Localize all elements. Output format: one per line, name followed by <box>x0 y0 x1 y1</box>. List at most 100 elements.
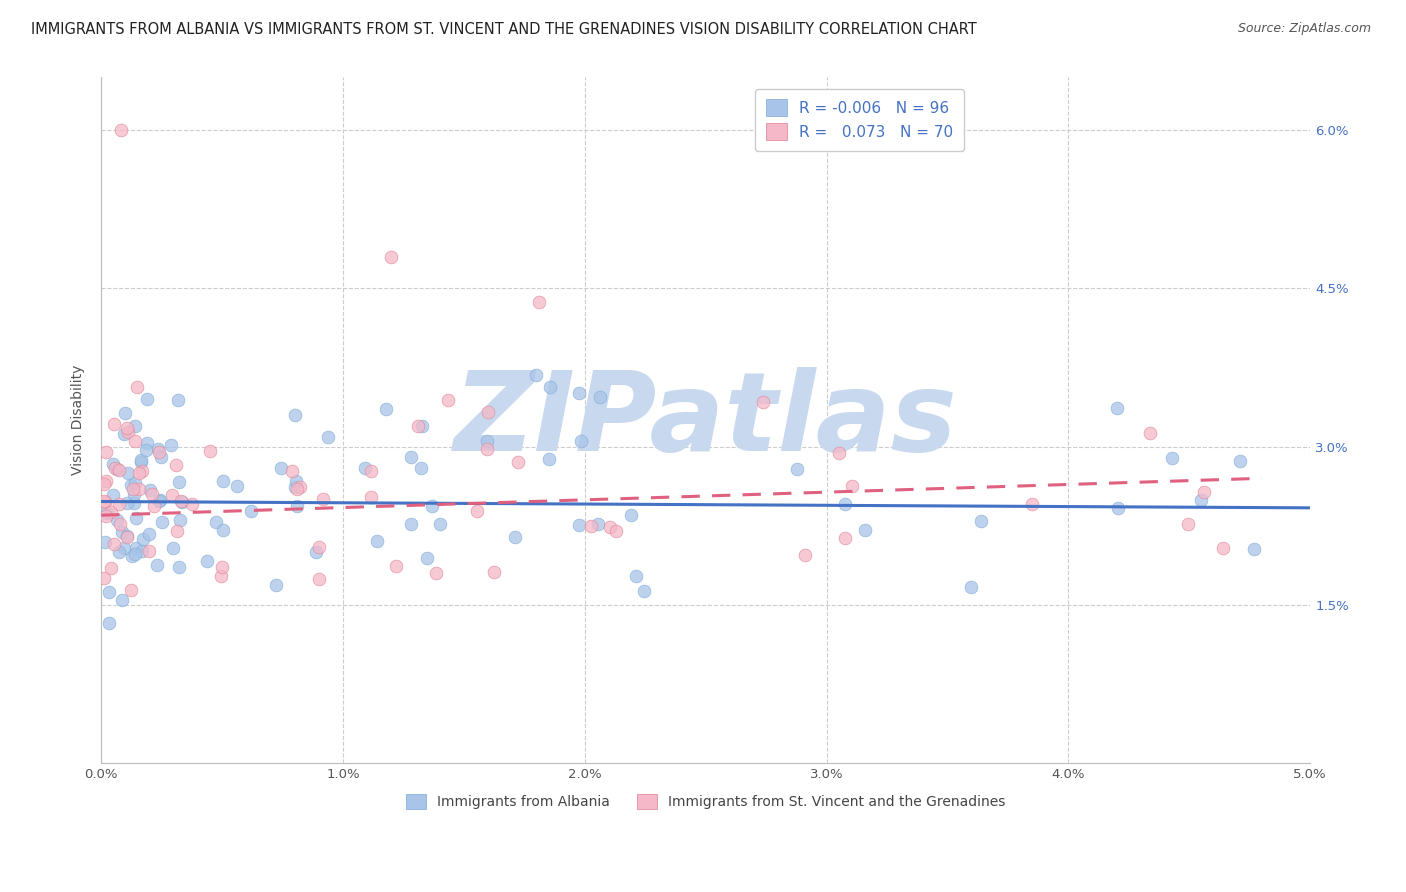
Point <box>117 421 139 435</box>
Point <box>180 497 202 511</box>
Point <box>1212 541 1234 555</box>
Point <box>960 581 983 595</box>
Point <box>420 500 443 514</box>
Point <box>853 523 876 537</box>
Point <box>124 547 146 561</box>
Point <box>384 558 406 573</box>
Point <box>132 533 155 547</box>
Point <box>105 462 128 476</box>
Point <box>142 500 165 514</box>
Point <box>1189 493 1212 508</box>
Point <box>786 462 808 476</box>
Point <box>538 451 561 466</box>
Point <box>828 446 851 460</box>
Point <box>1021 497 1043 511</box>
Point <box>477 405 499 419</box>
Point <box>1161 450 1184 465</box>
Point <box>568 385 591 400</box>
Point <box>211 524 233 538</box>
Point <box>304 545 326 559</box>
Point <box>406 419 429 434</box>
Point <box>1107 401 1129 416</box>
Point <box>110 123 132 137</box>
Point <box>148 445 170 459</box>
Point <box>569 434 592 449</box>
Text: IMMIGRANTS FROM ALBANIA VS IMMIGRANTS FROM ST. VINCENT AND THE GRENADINES VISION: IMMIGRANTS FROM ALBANIA VS IMMIGRANTS FR… <box>31 22 977 37</box>
Point <box>225 478 247 492</box>
Point <box>115 496 138 510</box>
Point <box>354 461 377 475</box>
Point <box>1177 517 1199 532</box>
Point <box>93 494 115 508</box>
Point <box>138 543 160 558</box>
Point <box>285 474 308 488</box>
Point <box>605 524 627 539</box>
Point <box>103 536 125 550</box>
Point <box>138 483 160 498</box>
Point <box>101 457 124 471</box>
Point <box>100 561 122 575</box>
Point <box>122 487 145 501</box>
Point <box>204 515 226 529</box>
Point <box>969 514 991 528</box>
Point <box>107 545 129 559</box>
Point <box>841 479 863 493</box>
Point <box>212 474 235 488</box>
Point <box>411 418 433 433</box>
Point <box>124 475 146 490</box>
Point <box>120 478 142 492</box>
Point <box>284 408 307 422</box>
Point <box>141 487 163 501</box>
Point <box>110 592 132 607</box>
Point <box>425 566 447 580</box>
Point <box>125 541 148 556</box>
Point <box>527 294 550 309</box>
Point <box>167 393 190 408</box>
Point <box>270 461 292 475</box>
Point <box>136 436 159 450</box>
Point <box>121 549 143 563</box>
Point <box>149 493 172 508</box>
Point <box>599 520 621 534</box>
Point <box>467 504 489 518</box>
Point <box>482 566 505 580</box>
Point <box>374 401 396 416</box>
Point <box>508 455 530 469</box>
Point <box>380 250 402 264</box>
Point <box>794 548 817 562</box>
Point <box>568 517 591 532</box>
Legend: Immigrants from Albania, Immigrants from St. Vincent and the Grenadines: Immigrants from Albania, Immigrants from… <box>401 789 1011 814</box>
Point <box>162 541 184 555</box>
Point <box>1192 485 1215 500</box>
Point <box>93 495 115 509</box>
Point <box>751 394 773 409</box>
Point <box>96 445 118 459</box>
Point <box>114 406 136 420</box>
Point <box>136 392 159 406</box>
Point <box>134 442 156 457</box>
Point <box>284 480 307 494</box>
Point <box>150 450 173 464</box>
Point <box>834 497 856 511</box>
Point <box>166 524 188 539</box>
Point <box>308 540 330 554</box>
Point <box>111 525 134 540</box>
Point <box>620 508 643 523</box>
Point <box>115 530 138 544</box>
Point <box>124 496 146 510</box>
Point <box>290 480 312 494</box>
Point <box>167 475 190 490</box>
Point <box>148 442 170 456</box>
Point <box>108 498 131 512</box>
Point <box>633 583 655 598</box>
Point <box>97 615 120 630</box>
Point <box>103 417 125 431</box>
Point <box>172 494 194 508</box>
Point <box>1139 425 1161 440</box>
Y-axis label: Vision Disability: Vision Disability <box>72 365 86 475</box>
Point <box>167 559 190 574</box>
Point <box>308 572 330 586</box>
Point <box>117 467 139 481</box>
Point <box>360 464 382 478</box>
Point <box>117 425 139 439</box>
